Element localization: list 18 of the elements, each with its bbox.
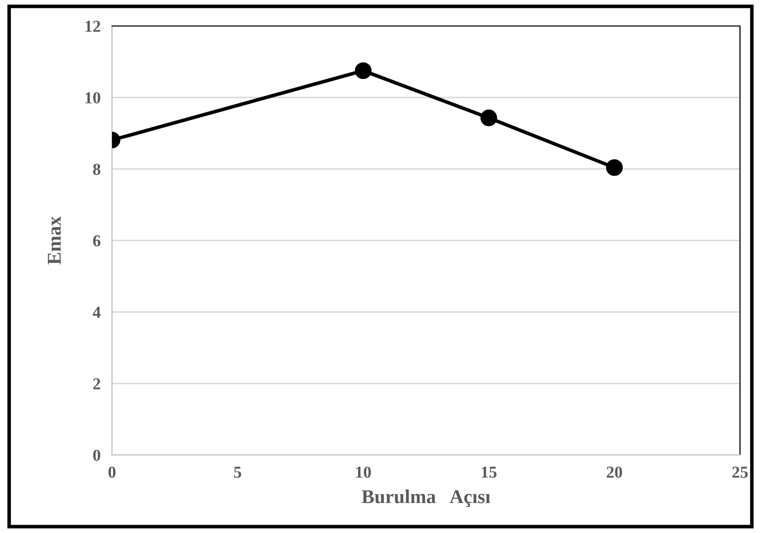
- x-tick-label: 5: [234, 466, 242, 478]
- x-tick-label: 10: [356, 466, 371, 478]
- y-tick-label: 4: [92, 306, 101, 318]
- y-tick-label: 12: [86, 20, 100, 32]
- y-tick-label: 2: [93, 378, 100, 390]
- x-tick-label: 15: [482, 466, 497, 478]
- y-axis-title: Emax: [48, 216, 61, 264]
- y-tick-label: 6: [93, 235, 100, 246]
- y-tick-label: 0: [93, 450, 100, 461]
- x-tick-label: 25: [732, 466, 748, 478]
- x-axis-title: Burulma Açısı: [362, 490, 490, 508]
- point: [354, 62, 372, 80]
- x-tick-label: 20: [606, 466, 622, 478]
- point: [480, 110, 498, 126]
- y-tick-label: 10: [86, 92, 100, 104]
- point: [606, 159, 623, 176]
- x-tick-label: 0: [108, 466, 116, 478]
- y-tick-label: 8: [93, 164, 100, 175]
